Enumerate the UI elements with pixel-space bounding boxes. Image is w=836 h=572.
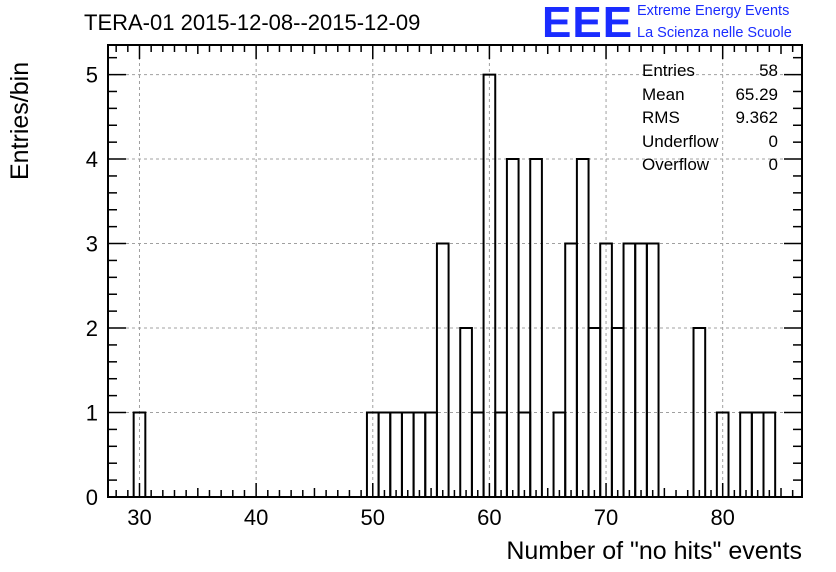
x-tick-label: 60: [477, 505, 501, 530]
logo-line-1: Extreme Energy Events: [637, 3, 790, 19]
stat-row-mean: Mean 65.29: [642, 83, 778, 107]
x-tick-label: 80: [710, 505, 734, 530]
logo-line-2: La Scienza nelle Scuole: [637, 25, 792, 41]
y-tick-label: 1: [86, 401, 98, 426]
histogram-bin: [132, 411, 147, 497]
histogram-bin: [762, 411, 777, 497]
stat-value: 0: [768, 155, 778, 174]
histogram-bin: [482, 73, 497, 497]
stat-value: 0: [768, 131, 778, 151]
stats-box: Entries 58 Mean 65.29 RMS 9.362 Underflo…: [642, 59, 778, 177]
histogram-bin: [645, 242, 660, 497]
stat-label: RMS: [642, 108, 680, 127]
histogram-bin: [470, 411, 485, 497]
histogram-bin: [692, 327, 707, 497]
histogram-bin: [750, 411, 765, 497]
histogram-bin: [494, 411, 508, 497]
stat-label: Overflow: [642, 155, 710, 174]
histogram-bin: [505, 158, 520, 497]
y-tick-label: 4: [86, 147, 98, 172]
histogram-bin: [564, 242, 578, 497]
histogram-bin: [389, 411, 403, 497]
x-axis-label: Number of "no hits" events: [506, 537, 802, 565]
stat-row-entries: Entries 58: [642, 59, 778, 83]
stat-value: 9.362: [735, 108, 778, 127]
y-tick-label: 0: [86, 485, 98, 510]
histogram-bin: [412, 411, 427, 497]
histogram-bin: [435, 242, 450, 497]
stat-label: Underflow: [642, 131, 719, 151]
histogram-bin: [739, 411, 753, 497]
x-tick-label: 50: [361, 505, 385, 530]
tick-labels: 30 40 50 60 70 80 0 1 2 3 4 5: [86, 63, 735, 530]
histogram-bin: [517, 411, 532, 497]
x-tick-label: 30: [127, 505, 151, 530]
histogram-bin: [377, 411, 392, 497]
histogram-bin: [400, 411, 415, 497]
stat-value: 58: [759, 61, 778, 80]
histogram-bin: [529, 158, 543, 497]
x-tick-label: 70: [594, 505, 618, 530]
histogram-bin: [552, 411, 567, 497]
tick-marks: [108, 45, 802, 498]
stat-row-underflow: Underflow 0: [642, 130, 778, 154]
histogram-bin: [634, 242, 648, 497]
stat-label: Entries: [642, 61, 695, 80]
stat-label: Mean: [642, 84, 685, 104]
histogram-bin: [622, 242, 637, 497]
histogram-bin: [715, 411, 730, 497]
histogram-bars: [132, 73, 777, 497]
x-tick-label: 40: [244, 505, 268, 530]
y-tick-label: 3: [86, 232, 98, 257]
eee-logo: EEE: [542, 0, 634, 47]
stat-row-rms: RMS 9.362: [642, 106, 778, 130]
stat-value: 65.29: [735, 84, 778, 104]
grid-lines: [108, 45, 802, 497]
chart-title: TERA-01 2015-12-08--2015-12-09: [84, 10, 421, 35]
histogram-bin: [424, 411, 438, 497]
y-tick-label: 5: [86, 63, 98, 88]
stat-row-overflow: Overflow 0: [642, 153, 778, 177]
y-tick-label: 2: [86, 316, 98, 341]
y-axis-label: Entries/bin: [6, 61, 34, 180]
